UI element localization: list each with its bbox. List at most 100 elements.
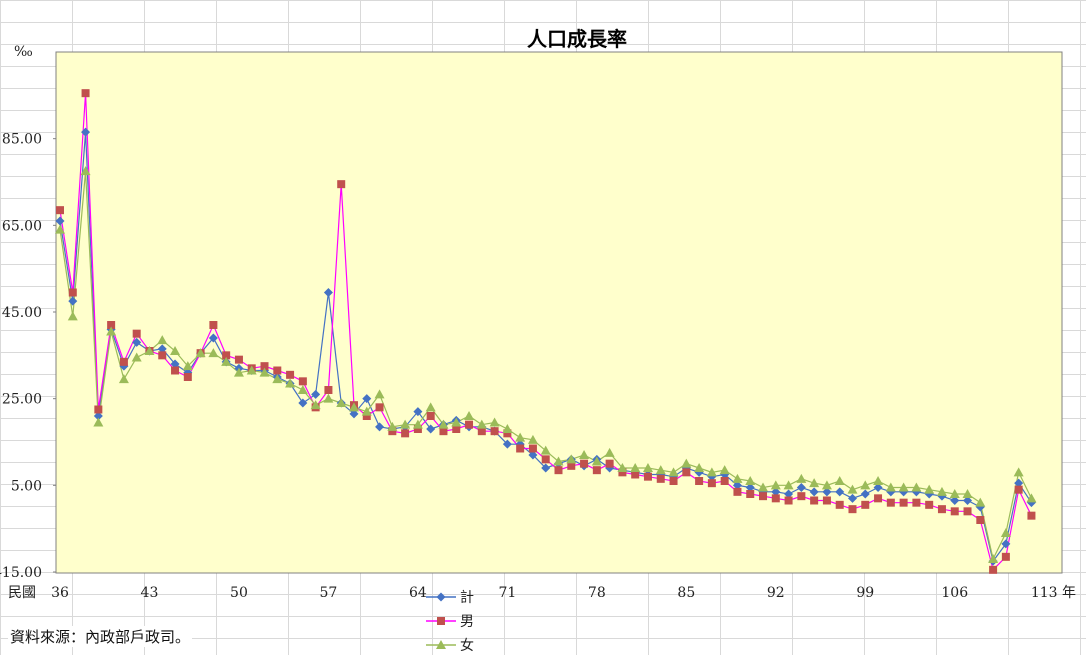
legend-label: 男 <box>460 614 474 630</box>
x-tick-label: 57 <box>320 585 338 601</box>
data-point-1 <box>362 394 372 404</box>
data-point-1 <box>426 424 436 434</box>
data-point-3 <box>783 480 794 490</box>
x-tick-label: 78 <box>588 585 606 601</box>
data-point-3 <box>285 378 296 388</box>
data-point-2 <box>822 496 831 505</box>
data-point-2 <box>388 427 397 436</box>
data-point-3 <box>310 400 321 410</box>
data-point-2 <box>107 321 116 329</box>
data-point-3 <box>591 456 602 466</box>
data-point-3 <box>157 335 168 345</box>
chart-title: 人口成長率 <box>527 27 627 51</box>
data-point-2 <box>733 487 742 496</box>
data-point-3 <box>617 463 628 472</box>
data-point-3 <box>911 482 922 492</box>
data-point-3 <box>949 489 960 498</box>
data-point-3 <box>144 346 155 355</box>
x-tick-label: 106 <box>941 585 968 601</box>
data-point-2 <box>835 500 844 509</box>
data-point-3 <box>233 367 244 377</box>
y-tick-label: 85.00 <box>2 132 42 148</box>
data-point-3 <box>962 489 973 498</box>
data-point-3 <box>540 445 551 455</box>
x-axis-suffix: 年 <box>1062 585 1076 601</box>
data-point-1 <box>541 463 551 473</box>
data-point-2 <box>94 405 103 414</box>
data-point-1 <box>132 337 142 347</box>
data-point-3 <box>809 478 820 488</box>
data-point-2 <box>695 477 704 485</box>
data-point-2 <box>81 89 90 98</box>
data-point-2 <box>746 490 755 498</box>
data-point-2 <box>784 496 793 505</box>
data-point-2 <box>759 492 768 501</box>
data-point-2 <box>618 468 627 477</box>
data-point-2 <box>643 472 652 481</box>
data-point-3 <box>694 463 705 472</box>
data-point-1 <box>68 296 78 306</box>
data-point-2 <box>56 206 64 215</box>
source-note: 資料來源：內政部戶政司。 <box>8 626 193 647</box>
data-point-1 <box>860 489 870 499</box>
data-point-2 <box>465 420 474 429</box>
data-point-3 <box>515 432 526 442</box>
data-point-2 <box>950 507 959 516</box>
data-point-3 <box>297 385 308 394</box>
data-point-2 <box>886 498 895 507</box>
data-point-2 <box>669 477 678 485</box>
data-point-2 <box>580 459 589 468</box>
x-tick-label: 85 <box>677 585 695 601</box>
data-point-1 <box>55 216 65 226</box>
data-point-3 <box>170 346 181 355</box>
legend-marker <box>436 592 446 602</box>
y-axis-unit: ‰ <box>14 44 33 60</box>
data-point-3 <box>1026 493 1037 503</box>
data-point-1 <box>963 496 973 505</box>
data-point-1 <box>298 398 308 408</box>
data-point-2 <box>874 494 883 503</box>
data-point-3 <box>1000 528 1011 537</box>
plot-area <box>55 51 1063 574</box>
data-point-1 <box>835 487 845 497</box>
data-point-3 <box>566 454 577 464</box>
data-point-2 <box>848 505 857 514</box>
data-point-2 <box>925 500 934 509</box>
y-tick-label: 45.00 <box>2 305 42 321</box>
x-tick-label: 113 <box>1031 585 1058 601</box>
y-tick-label: 25.00 <box>2 392 42 408</box>
data-point-3 <box>873 476 884 485</box>
data-point-3 <box>604 447 615 457</box>
data-point-1 <box>157 344 167 354</box>
data-point-3 <box>502 424 513 433</box>
data-point-2 <box>797 492 806 501</box>
x-axis-prefix: 民國 <box>8 585 36 601</box>
data-point-2 <box>707 479 716 488</box>
data-point-3 <box>361 406 372 416</box>
data-point-3 <box>195 348 206 358</box>
data-point-2 <box>963 507 972 516</box>
data-point-2 <box>605 459 614 468</box>
data-point-2 <box>439 427 448 436</box>
data-point-3 <box>425 402 436 412</box>
data-point-2 <box>68 288 77 297</box>
data-point-2 <box>554 466 563 475</box>
data-point-1 <box>809 487 819 497</box>
data-point-3 <box>336 398 347 407</box>
data-point-3 <box>374 389 385 399</box>
data-point-2 <box>912 498 921 507</box>
data-point-3 <box>553 456 564 466</box>
data-point-2 <box>1027 511 1036 520</box>
data-point-3 <box>400 419 411 429</box>
data-point-3 <box>387 421 398 431</box>
data-point-3 <box>975 497 986 507</box>
data-point-2 <box>298 377 307 386</box>
data-point-1 <box>93 411 103 421</box>
data-point-2 <box>1001 552 1010 561</box>
data-point-1 <box>170 359 180 369</box>
data-point-1 <box>1014 478 1024 488</box>
x-tick-label: 50 <box>230 585 248 601</box>
data-point-2 <box>976 516 985 524</box>
data-point-3 <box>182 361 193 371</box>
